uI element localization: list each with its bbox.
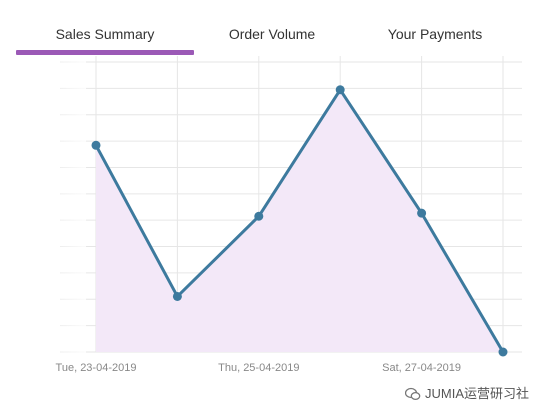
tab-order-volume[interactable]: Order Volume [228,26,316,42]
chart-points [91,85,508,357]
x-tick-label: Tue, 23-04-2019 [56,362,137,374]
watermark: JUMIA运营研习社 [404,384,529,404]
chart-series-line [94,88,505,354]
x-axis-ticks: Tue, 23-04-2019 Thu, 25-04-2019 Sat, 27-04… [56,362,462,374]
wechat-icon [404,387,421,401]
data-point[interactable] [172,291,182,301]
data-point[interactable] [254,211,264,221]
active-tab-indicator [16,50,194,55]
tab-bar: Sales Summary Order Volume Your Payments [0,0,537,56]
x-tick-label: Thu, 25-04-2019 [218,362,299,374]
tab-your-payments[interactable]: Your Payments [387,26,483,42]
chart-area-fill [96,89,503,352]
data-point[interactable] [335,85,345,95]
data-point[interactable] [498,347,508,357]
data-point[interactable] [417,208,427,218]
x-tick-label: Sat, 27-04-2019 [382,362,461,374]
data-point[interactable] [91,140,101,150]
watermark-text: JUMIA运营研习社 [424,386,529,401]
tab-sales-summary[interactable]: Sales Summary [55,26,155,42]
